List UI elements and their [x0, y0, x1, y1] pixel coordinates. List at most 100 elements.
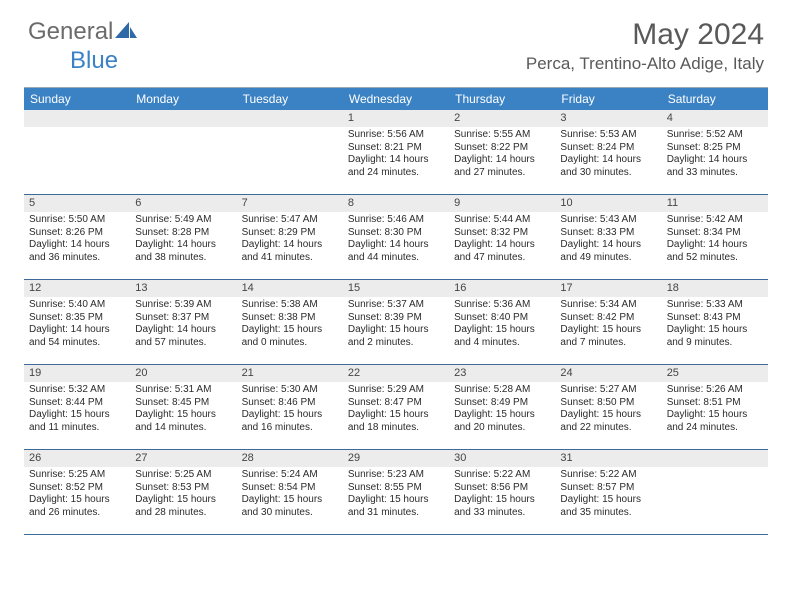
day-number: 21 [237, 365, 343, 383]
sunrise-text: Sunrise: 5:47 AM [242, 214, 338, 227]
day-number: 6 [130, 195, 236, 213]
day-number: 30 [449, 450, 555, 468]
calendar-body: 1Sunrise: 5:56 AMSunset: 8:21 PMDaylight… [24, 110, 768, 535]
sunset-text: Sunset: 8:52 PM [29, 482, 125, 495]
daylight-text: Daylight: 15 hours and 2 minutes. [348, 324, 444, 349]
daylight-text: Daylight: 14 hours and 44 minutes. [348, 239, 444, 264]
day-cell: 8Sunrise: 5:46 AMSunset: 8:30 PMDaylight… [343, 195, 449, 279]
day-cell: 7Sunrise: 5:47 AMSunset: 8:29 PMDaylight… [237, 195, 343, 279]
day-number [237, 110, 343, 127]
day-number: 13 [130, 280, 236, 298]
daylight-text: Daylight: 15 hours and 22 minutes. [560, 409, 656, 434]
day-details: Sunrise: 5:22 AMSunset: 8:56 PMDaylight:… [449, 467, 555, 523]
weekday-header: Wednesday [343, 88, 449, 110]
sunrise-text: Sunrise: 5:23 AM [348, 469, 444, 482]
day-details: Sunrise: 5:25 AMSunset: 8:52 PMDaylight:… [24, 467, 130, 523]
day-number: 17 [555, 280, 661, 298]
sunset-text: Sunset: 8:33 PM [560, 227, 656, 240]
sunrise-text: Sunrise: 5:29 AM [348, 384, 444, 397]
brand-text: General Blue [28, 18, 138, 75]
sunset-text: Sunset: 8:30 PM [348, 227, 444, 240]
sunrise-text: Sunrise: 5:36 AM [454, 299, 550, 312]
sunset-text: Sunset: 8:54 PM [242, 482, 338, 495]
day-details: Sunrise: 5:50 AMSunset: 8:26 PMDaylight:… [24, 212, 130, 268]
daylight-text: Daylight: 14 hours and 52 minutes. [667, 239, 763, 264]
day-details: Sunrise: 5:53 AMSunset: 8:24 PMDaylight:… [555, 127, 661, 183]
sunset-text: Sunset: 8:44 PM [29, 397, 125, 410]
brand-sail-icon [115, 22, 137, 40]
sunset-text: Sunset: 8:43 PM [667, 312, 763, 325]
day-cell: 4Sunrise: 5:52 AMSunset: 8:25 PMDaylight… [662, 110, 768, 194]
daylight-text: Daylight: 15 hours and 4 minutes. [454, 324, 550, 349]
daylight-text: Daylight: 15 hours and 18 minutes. [348, 409, 444, 434]
day-details: Sunrise: 5:31 AMSunset: 8:45 PMDaylight:… [130, 382, 236, 438]
day-cell: 24Sunrise: 5:27 AMSunset: 8:50 PMDayligh… [555, 365, 661, 449]
page-header: General Blue May 2024 Perca, Trentino-Al… [0, 0, 792, 81]
day-cell: 16Sunrise: 5:36 AMSunset: 8:40 PMDayligh… [449, 280, 555, 364]
sunrise-text: Sunrise: 5:40 AM [29, 299, 125, 312]
sunrise-text: Sunrise: 5:44 AM [454, 214, 550, 227]
daylight-text: Daylight: 15 hours and 24 minutes. [667, 409, 763, 434]
sunrise-text: Sunrise: 5:28 AM [454, 384, 550, 397]
daylight-text: Daylight: 15 hours and 9 minutes. [667, 324, 763, 349]
sunrise-text: Sunrise: 5:55 AM [454, 129, 550, 142]
daylight-text: Daylight: 14 hours and 54 minutes. [29, 324, 125, 349]
title-block: May 2024 Perca, Trentino-Alto Adige, Ita… [526, 18, 764, 74]
day-details: Sunrise: 5:40 AMSunset: 8:35 PMDaylight:… [24, 297, 130, 353]
sunset-text: Sunset: 8:28 PM [135, 227, 231, 240]
sunset-text: Sunset: 8:53 PM [135, 482, 231, 495]
day-cell: 22Sunrise: 5:29 AMSunset: 8:47 PMDayligh… [343, 365, 449, 449]
sunset-text: Sunset: 8:26 PM [29, 227, 125, 240]
day-number: 31 [555, 450, 661, 468]
daylight-text: Daylight: 15 hours and 20 minutes. [454, 409, 550, 434]
day-details: Sunrise: 5:47 AMSunset: 8:29 PMDaylight:… [237, 212, 343, 268]
day-cell: 17Sunrise: 5:34 AMSunset: 8:42 PMDayligh… [555, 280, 661, 364]
day-number: 16 [449, 280, 555, 298]
day-number: 15 [343, 280, 449, 298]
sunrise-text: Sunrise: 5:34 AM [560, 299, 656, 312]
daylight-text: Daylight: 15 hours and 16 minutes. [242, 409, 338, 434]
day-cell: 10Sunrise: 5:43 AMSunset: 8:33 PMDayligh… [555, 195, 661, 279]
day-cell: 30Sunrise: 5:22 AMSunset: 8:56 PMDayligh… [449, 450, 555, 534]
sunset-text: Sunset: 8:57 PM [560, 482, 656, 495]
day-details: Sunrise: 5:55 AMSunset: 8:22 PMDaylight:… [449, 127, 555, 183]
sunset-text: Sunset: 8:42 PM [560, 312, 656, 325]
day-number [662, 450, 768, 467]
daylight-text: Daylight: 15 hours and 26 minutes. [29, 494, 125, 519]
daylight-text: Daylight: 15 hours and 28 minutes. [135, 494, 231, 519]
sunrise-text: Sunrise: 5:26 AM [667, 384, 763, 397]
daylight-text: Daylight: 14 hours and 24 minutes. [348, 154, 444, 179]
day-details: Sunrise: 5:56 AMSunset: 8:21 PMDaylight:… [343, 127, 449, 183]
day-cell: 15Sunrise: 5:37 AMSunset: 8:39 PMDayligh… [343, 280, 449, 364]
daylight-text: Daylight: 15 hours and 30 minutes. [242, 494, 338, 519]
daylight-text: Daylight: 15 hours and 35 minutes. [560, 494, 656, 519]
day-cell: 2Sunrise: 5:55 AMSunset: 8:22 PMDaylight… [449, 110, 555, 194]
brand-text-gray: General [28, 18, 113, 45]
day-details: Sunrise: 5:32 AMSunset: 8:44 PMDaylight:… [24, 382, 130, 438]
day-cell: 1Sunrise: 5:56 AMSunset: 8:21 PMDaylight… [343, 110, 449, 194]
day-cell: 29Sunrise: 5:23 AMSunset: 8:55 PMDayligh… [343, 450, 449, 534]
day-number: 25 [662, 365, 768, 383]
month-title: May 2024 [526, 18, 764, 52]
sunrise-text: Sunrise: 5:24 AM [242, 469, 338, 482]
day-number: 27 [130, 450, 236, 468]
day-details: Sunrise: 5:36 AMSunset: 8:40 PMDaylight:… [449, 297, 555, 353]
day-cell [662, 450, 768, 534]
day-cell [237, 110, 343, 194]
day-cell: 23Sunrise: 5:28 AMSunset: 8:49 PMDayligh… [449, 365, 555, 449]
sunset-text: Sunset: 8:39 PM [348, 312, 444, 325]
day-cell: 3Sunrise: 5:53 AMSunset: 8:24 PMDaylight… [555, 110, 661, 194]
day-number: 24 [555, 365, 661, 383]
sunrise-text: Sunrise: 5:49 AM [135, 214, 231, 227]
sunrise-text: Sunrise: 5:46 AM [348, 214, 444, 227]
day-number: 9 [449, 195, 555, 213]
brand-text-blue: Blue [70, 47, 118, 74]
daylight-text: Daylight: 14 hours and 57 minutes. [135, 324, 231, 349]
sunrise-text: Sunrise: 5:38 AM [242, 299, 338, 312]
sunrise-text: Sunrise: 5:50 AM [29, 214, 125, 227]
day-cell: 21Sunrise: 5:30 AMSunset: 8:46 PMDayligh… [237, 365, 343, 449]
daylight-text: Daylight: 15 hours and 31 minutes. [348, 494, 444, 519]
sunrise-text: Sunrise: 5:43 AM [560, 214, 656, 227]
daylight-text: Daylight: 14 hours and 49 minutes. [560, 239, 656, 264]
sunset-text: Sunset: 8:37 PM [135, 312, 231, 325]
